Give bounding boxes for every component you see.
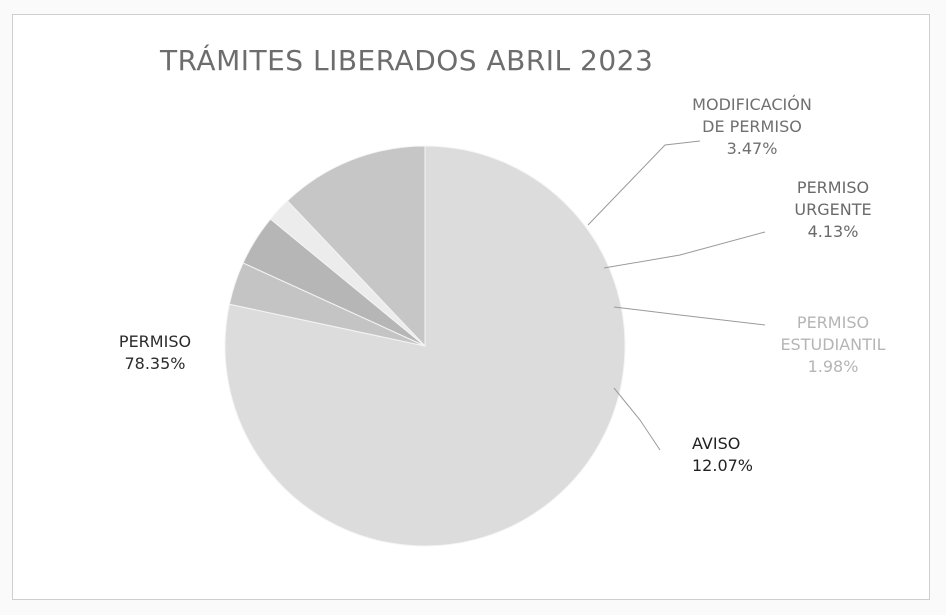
slice-label-aviso: AVISO 12.07%	[692, 434, 753, 475]
leader-line-aviso	[613, 387, 661, 451]
chart-title: TRÁMITES LIBERADOS ABRIL 2023	[159, 43, 653, 77]
slice-label-permiso: PERMISO 78.35%	[119, 332, 191, 373]
slice-label-permiso-estudiantil: PERMISO ESTUDIANTIL 1.98%	[780, 313, 885, 376]
leader-lines	[587, 140, 766, 451]
leader-line-permiso-estudiantil	[613, 306, 766, 326]
slice-label-modificacion-de-permiso: MODIFICACIÓN DE PERMISO 3.47%	[692, 95, 812, 158]
leader-line-permiso-urgente	[603, 231, 766, 269]
leader-line-modificacion-de-permiso	[587, 140, 701, 226]
slice-labels: PERMISO 78.35% MODIFICACIÓN DE PERMISO 3.47%…	[119, 95, 886, 475]
pie-slice-aviso	[286, 145, 426, 348]
slice-label-permiso-urgente: PERMISO URGENTE 4.13%	[794, 178, 871, 241]
pie-slices	[224, 145, 626, 547]
